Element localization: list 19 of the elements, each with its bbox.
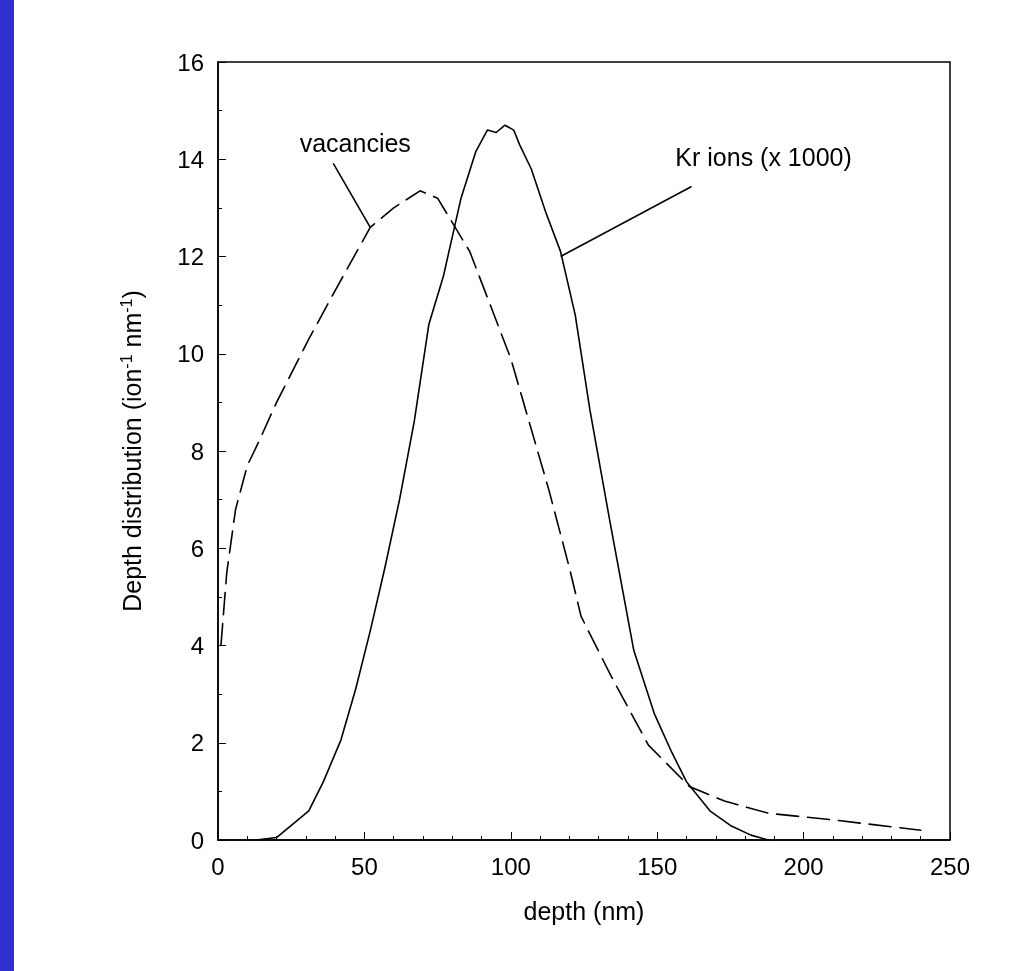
x-tick-label: 250 [929,852,971,880]
y-tick-label: 2 [190,729,204,757]
x-tick-label: 100 [490,852,531,880]
x-axis-title: depth (nm) [523,896,645,925]
y-tick-label: 0 [190,826,204,854]
y-tick-label: 14 [177,145,204,173]
y-tick-label: 16 [177,48,204,76]
x-tick-label: 150 [637,852,678,880]
y-tick-label: 12 [177,243,204,270]
y-tick-label: 10 [177,340,204,368]
annotation: Kr ions (x 1000) [675,142,852,171]
y-tick-label: 8 [190,437,204,465]
y-axis-title: Depth distribution (ion-1 nm-1) [117,290,146,612]
x-tick-label: 50 [351,852,378,880]
y-tick-label: 6 [190,534,204,562]
annotation: vacancies [299,129,411,158]
x-tick-label: 200 [783,852,824,880]
x-tick-label: 0 [211,852,225,880]
y-tick-label: 4 [190,632,204,659]
